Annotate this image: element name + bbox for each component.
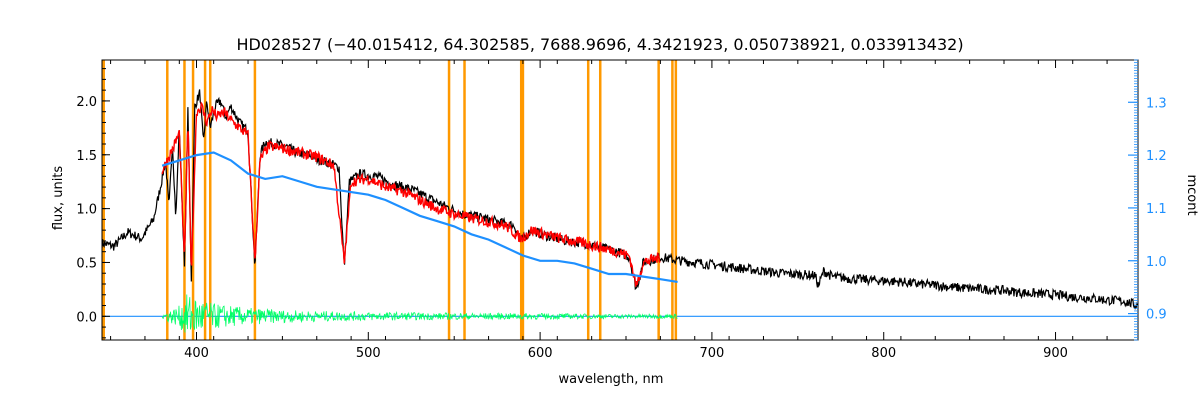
x-tick-label-1: 500 <box>356 346 381 361</box>
y-tick-label-1: 0.5 <box>76 256 97 271</box>
y-tick-label-2: 1.0 <box>76 203 97 218</box>
chart-title: HD028527 (−40.015412, 64.302585, 7688.96… <box>236 35 963 54</box>
y-axis-title: flux, units <box>51 166 66 231</box>
x-tick-label-0: 400 <box>184 346 209 361</box>
y-right-tick-label-2: 1.1 <box>1146 202 1167 217</box>
right-y-axis-title: mcont <box>1184 174 1199 215</box>
model-series <box>161 101 661 287</box>
x-axis-title: wavelength, nm <box>559 372 664 387</box>
plot-area <box>102 60 1138 340</box>
y-tick-label-0: 0.0 <box>76 310 97 325</box>
y-tick-label-4: 2.0 <box>76 95 97 110</box>
y-right-tick-label-0: 0.9 <box>1146 308 1167 323</box>
residual-series <box>161 294 678 333</box>
title-text: HD028527 (−40.015412, 64.302585, 7688.96… <box>236 35 963 54</box>
y-right-tick-label-4: 1.3 <box>1146 96 1167 111</box>
x-tick-label-3: 700 <box>700 346 725 361</box>
observed-series <box>102 89 1138 310</box>
x-tick-label-2: 600 <box>528 346 553 361</box>
y-right-tick-label-3: 1.2 <box>1146 149 1167 164</box>
y-tick-label-3: 1.5 <box>76 149 97 164</box>
continuum-series <box>161 151 678 283</box>
y-right-tick-label-1: 1.0 <box>1146 255 1167 270</box>
x-tick-label-4: 800 <box>871 346 896 361</box>
plot-content <box>102 60 1138 340</box>
axes: 400 500 600 700 800 900 0.0 0.5 1.0 1.5 2.0 0.9 1.0 1… <box>76 59 1167 361</box>
x-tick-label-5: 900 <box>1043 346 1068 361</box>
